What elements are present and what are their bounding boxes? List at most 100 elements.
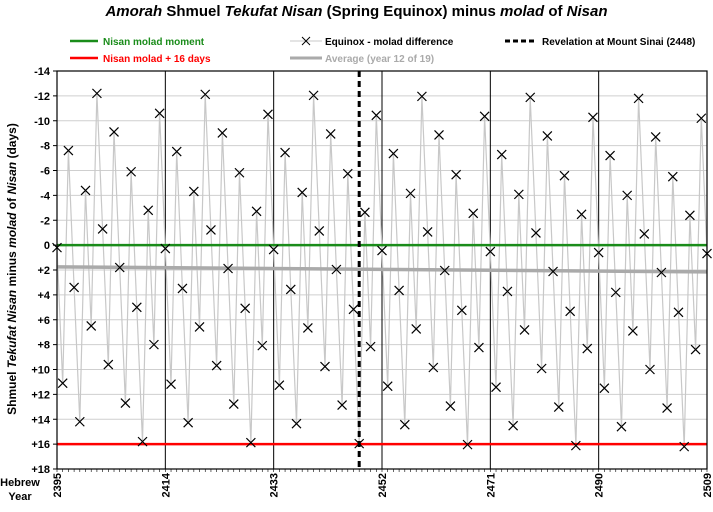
data-point-marker	[673, 307, 684, 318]
legend-average-label: Average (year 12 of 19)	[325, 54, 434, 65]
data-point-marker	[565, 306, 576, 317]
data-point-marker	[285, 284, 296, 295]
y-tick-label: 0	[44, 240, 50, 252]
data-point-marker	[633, 93, 644, 104]
y-tick-label: +4	[37, 290, 50, 302]
data-point-marker	[348, 304, 359, 315]
data-point-marker	[456, 305, 467, 316]
data-point-marker	[69, 282, 80, 293]
data-point-marker	[479, 111, 490, 122]
y-axis-label: Shmuel Tekufat Nisan minus molad of Nisa…	[5, 123, 19, 415]
data-point-marker	[160, 243, 171, 254]
data-point-marker	[548, 266, 558, 277]
data-point-marker	[570, 440, 581, 451]
y-tick-label: -12	[34, 91, 50, 103]
data-point-marker	[149, 339, 159, 350]
data-point-marker	[97, 224, 108, 234]
legend: Nisan molad moment Nisan molad + 16 days…	[70, 36, 695, 65]
data-point-marker	[217, 128, 228, 138]
average-line	[56, 265, 708, 274]
y-tick-label: +8	[37, 340, 50, 352]
data-point-marker	[559, 170, 570, 181]
data-point-marker	[627, 326, 638, 336]
data-point-marker	[234, 167, 245, 178]
data-point-marker	[131, 302, 142, 313]
data-point-marker	[491, 382, 501, 393]
data-point-marker	[86, 321, 97, 331]
x-axis-label-line2: Year	[8, 491, 32, 503]
chart-title: Amorah Shmuel Tekufat Nisan (Spring Equi…	[105, 3, 608, 20]
data-point-marker	[610, 287, 621, 298]
data-point-marker	[63, 145, 74, 156]
data-point-marker	[120, 398, 131, 409]
y-tick-label: +10	[31, 365, 50, 377]
data-point-marker	[582, 343, 593, 354]
data-point-marker	[485, 246, 496, 257]
y-tick-label: -10	[34, 116, 50, 128]
data-point-marker	[223, 263, 233, 274]
data-point-marker	[211, 360, 222, 371]
data-point-marker	[114, 262, 125, 273]
data-point-marker	[251, 206, 262, 217]
data-point-marker	[320, 361, 330, 372]
data-point-marker	[80, 185, 91, 196]
y-tick-label: +18	[31, 464, 50, 476]
data-point-marker	[599, 383, 610, 394]
x-tick-label: 2414	[160, 472, 172, 497]
data-point-marker	[502, 286, 513, 297]
data-point-marker	[371, 110, 382, 121]
data-point-marker	[428, 362, 439, 373]
data-point-marker	[411, 324, 422, 334]
data-point-marker	[439, 265, 450, 276]
data-point-marker	[280, 147, 290, 158]
data-point-marker	[143, 205, 154, 216]
data-point-marker	[166, 379, 176, 390]
data-point-marker	[662, 403, 673, 413]
data-point-marker	[109, 127, 119, 137]
y-tick-label: +6	[37, 315, 50, 327]
data-point-marker	[576, 209, 587, 220]
data-point-marker	[445, 401, 456, 411]
data-point-marker	[263, 109, 273, 120]
data-point-marker	[365, 341, 376, 352]
y-tick-label: -8	[40, 141, 50, 153]
data-point-marker	[536, 363, 547, 374]
data-point-marker	[422, 227, 433, 237]
x-tick-label: 2471	[485, 473, 497, 497]
data-point-marker	[74, 416, 85, 427]
data-point-marker	[268, 244, 279, 255]
legend-sinai-label: Revelation at Mount Sinai (2448)	[542, 37, 695, 48]
data-point-marker	[377, 245, 387, 256]
data-point-marker	[593, 247, 604, 258]
y-tick-label: -6	[40, 166, 50, 178]
data-point-marker	[513, 189, 524, 200]
data-point-marker	[91, 88, 102, 99]
data-point-marker	[314, 226, 325, 236]
data-point-marker	[200, 89, 211, 100]
data-point-marker	[274, 380, 285, 391]
y-tick-label: +2	[37, 265, 50, 277]
data-point-marker	[416, 91, 427, 102]
data-point-marker	[240, 303, 251, 314]
data-point-marker	[382, 381, 393, 392]
data-point-marker	[519, 325, 530, 335]
data-point-marker	[684, 210, 695, 221]
data-point-marker	[656, 267, 667, 278]
data-point-marker	[696, 113, 707, 124]
y-tick-label: -2	[40, 215, 50, 227]
data-point-marker	[622, 190, 633, 201]
data-point-marker	[308, 90, 319, 101]
x-tick-label: 2509	[702, 473, 713, 497]
data-point-marker	[468, 208, 479, 219]
plot-border	[56, 70, 708, 470]
x-tick-label: 2452	[377, 473, 389, 497]
data-point-marker	[359, 207, 370, 218]
plot-area: -14 -12 -10 -8 -6 -4 -2 0 +2 +4 +6 +8 +10 +12 +14 +16 +1…	[31, 66, 713, 497]
data-point-marker	[57, 378, 68, 389]
data-point-marker	[645, 364, 655, 375]
data-point-marker	[228, 399, 239, 410]
y-tick-label: -4	[40, 190, 51, 202]
data-point-marker	[257, 340, 268, 351]
data-point-marker	[325, 129, 336, 139]
